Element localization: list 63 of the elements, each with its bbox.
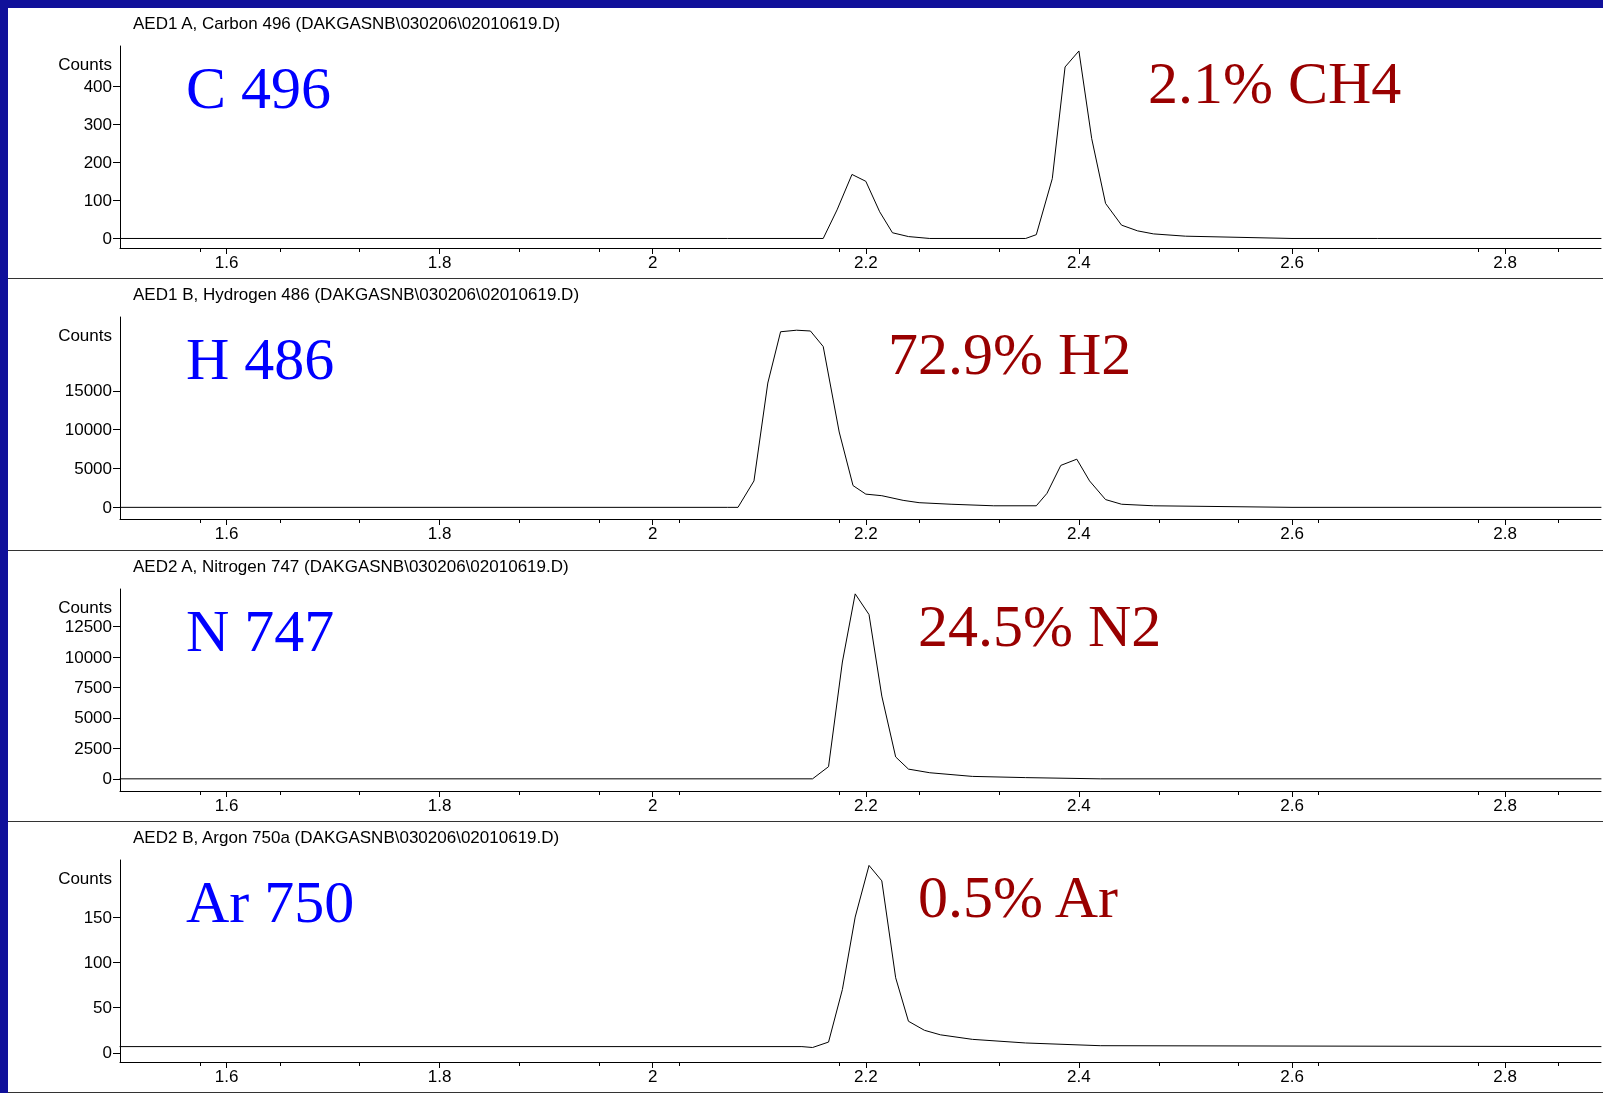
- y-axis-title: Counts: [58, 868, 112, 888]
- x-tick-label: 2.4: [1067, 1066, 1091, 1086]
- x-tick-label: 2: [648, 1066, 658, 1086]
- x-tick-label: 2.2: [854, 524, 878, 544]
- y-tick-label: 0: [102, 498, 112, 518]
- y-tick-label: 150: [83, 907, 112, 927]
- y-tick-label: 12500: [64, 616, 112, 636]
- x-tick-label: 2.6: [1280, 795, 1304, 815]
- x-tick-label: 2.2: [854, 253, 878, 272]
- y-tick-label: 0: [102, 228, 112, 248]
- y-tick-label: 0: [102, 768, 112, 788]
- annotation: N 747: [186, 597, 335, 664]
- x-tick-label: 1.6: [214, 1066, 239, 1086]
- x-tick-label: 1.8: [427, 795, 452, 815]
- chart-title: AED2 A, Nitrogen 747 (DAKGASNB\030206\02010619.D): [133, 556, 569, 576]
- x-tick-label: 1.8: [427, 253, 452, 272]
- y-tick-label: 5000: [74, 707, 112, 727]
- y-tick-label: 100: [83, 952, 112, 972]
- x-tick-label: 1.6: [214, 795, 239, 815]
- x-tick-label: 2.2: [854, 795, 878, 815]
- x-tick-label: 2.8: [1493, 795, 1517, 815]
- x-tick-label: 2.4: [1067, 524, 1091, 544]
- x-tick-label: 2: [648, 795, 658, 815]
- x-tick-label: 2.8: [1493, 1066, 1517, 1086]
- x-tick-label: 2: [648, 253, 658, 272]
- y-tick-label: 200: [83, 152, 112, 172]
- y-tick-label: 300: [83, 114, 112, 134]
- annotation: H 486: [186, 326, 335, 393]
- x-tick-label: 2.8: [1493, 524, 1517, 544]
- x-tick-label: 1.6: [214, 524, 239, 544]
- y-tick-label: 10000: [64, 647, 112, 667]
- x-tick-label: 2: [648, 524, 658, 544]
- y-axis-title: Counts: [58, 326, 112, 346]
- y-tick-label: 2500: [74, 738, 112, 758]
- x-tick-label: 2.6: [1280, 1066, 1304, 1086]
- annotation: 2.1% CH4: [1148, 50, 1402, 116]
- x-tick-label: 2.4: [1067, 795, 1091, 815]
- x-tick-label: 2.6: [1280, 253, 1304, 272]
- x-tick-label: 2.8: [1493, 253, 1517, 272]
- x-tick-label: 2.4: [1067, 253, 1091, 272]
- annotation: Ar 750: [186, 868, 355, 935]
- annotation: C 496: [186, 55, 332, 121]
- x-tick-label: 1.8: [427, 1066, 452, 1086]
- y-tick-label: 100: [83, 190, 112, 210]
- x-tick-label: 1.8: [427, 524, 452, 544]
- y-tick-label: 0: [102, 1043, 112, 1063]
- y-tick-label: 7500: [74, 677, 112, 697]
- annotation: 24.5% N2: [918, 592, 1162, 659]
- x-tick-label: 1.6: [214, 253, 239, 272]
- chart-title: AED1 A, Carbon 496 (DAKGASNB\030206\02010619.D): [133, 14, 561, 33]
- y-tick-label: 5000: [74, 459, 112, 479]
- y-tick-label: 50: [93, 997, 112, 1017]
- y-tick-label: 15000: [64, 381, 112, 401]
- y-axis-title: Counts: [58, 55, 112, 74]
- chart-title: AED1 B, Hydrogen 486 (DAKGASNB\030206\02010619.D): [133, 285, 580, 305]
- annotation: 0.5% Ar: [918, 863, 1118, 930]
- y-tick-label: 10000: [64, 420, 112, 440]
- x-tick-label: 2.6: [1280, 524, 1304, 544]
- chart-title: AED2 B, Argon 750a (DAKGASNB\030206\02010619.D): [133, 827, 560, 847]
- x-tick-label: 2.2: [854, 1066, 878, 1086]
- y-axis-title: Counts: [58, 597, 112, 617]
- y-tick-label: 400: [83, 76, 112, 96]
- annotation: 72.9% H2: [888, 321, 1132, 388]
